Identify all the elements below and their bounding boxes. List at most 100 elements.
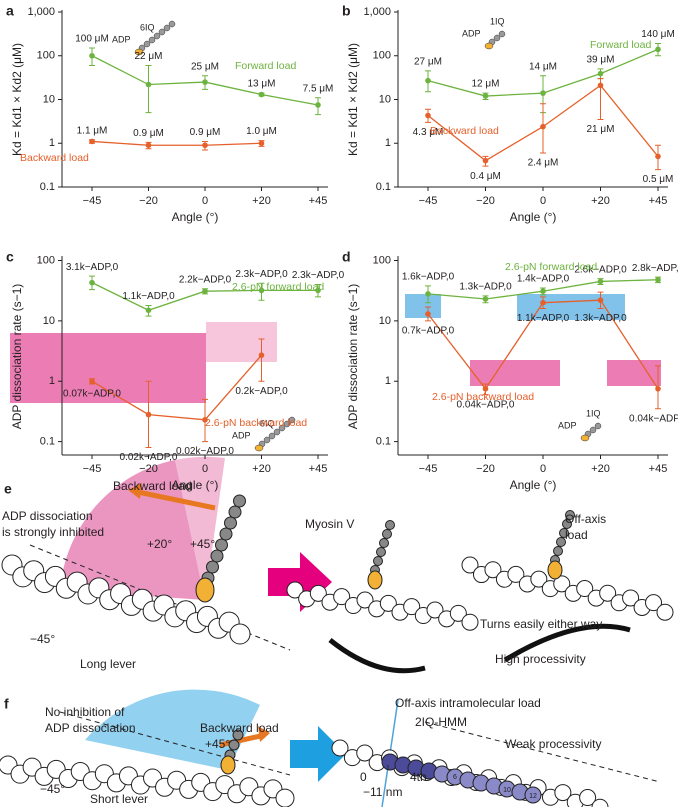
inset-label: ADP (232, 430, 251, 440)
x-tick-label: −20 (476, 463, 495, 475)
range-wedge (85, 689, 260, 770)
lever (228, 739, 240, 751)
value-label: 0.5 μM (643, 174, 674, 185)
y-tick-label: 100 (373, 50, 391, 62)
inset-lever (278, 424, 286, 432)
series-name: Backward load (430, 125, 499, 137)
inset-label: 6IQ (140, 22, 155, 32)
y-axis-title: ADP dissociation rate (s−1) (10, 284, 24, 430)
actin-subunit (333, 588, 351, 606)
point (655, 46, 661, 53)
diagram-text: Off-axis intramolecular load (395, 696, 541, 710)
y-tick-label: 10 (43, 315, 55, 327)
value-label: 13 μM (248, 79, 276, 90)
actin-subunit (309, 584, 327, 602)
lever (210, 549, 224, 563)
inset-head (134, 48, 144, 56)
x-tick-label: 0 (202, 195, 208, 207)
value-label: 2.3k−ADP,0 (235, 269, 288, 280)
point (425, 291, 431, 297)
point (258, 287, 265, 294)
value-label: 1.0 μM (246, 126, 277, 137)
range-wedge (175, 456, 225, 600)
y-tick-label: 100 (37, 254, 55, 266)
lever (228, 505, 242, 519)
lever (206, 560, 219, 574)
series-line (91, 140, 262, 146)
curved-arrow (328, 638, 426, 674)
actin-subunit (622, 589, 640, 607)
point (540, 299, 546, 306)
x-tick-label: −45 (419, 463, 438, 475)
series-name: Backward load (20, 152, 89, 164)
y-tick-label: 100 (373, 254, 391, 266)
value-label: 2.8k−ADP,0 (632, 263, 678, 274)
lever (379, 538, 389, 548)
diagram-text: 12 (529, 793, 537, 800)
diagram-text: +45° (205, 737, 230, 751)
lever (376, 547, 386, 557)
diagram-text: load (565, 528, 588, 542)
inset-lever (153, 32, 161, 40)
error-bar (258, 338, 265, 382)
lever (553, 546, 563, 556)
point (482, 93, 489, 99)
point (597, 82, 604, 89)
lever (385, 520, 395, 530)
x-axis-title: Angle (°) (510, 478, 557, 492)
value-label: 4.3 μM (413, 127, 444, 138)
diagram-text: High processivity (495, 652, 586, 666)
point (482, 296, 489, 302)
inset-label: 1IQ (490, 16, 505, 26)
inset-lever (148, 36, 156, 44)
actin-subunit (554, 784, 572, 802)
x-tick-label: +20 (252, 463, 271, 475)
inset-lever (273, 428, 281, 436)
actin-subunit (331, 739, 349, 757)
diagram-text: Myosin V (305, 517, 354, 531)
point (202, 416, 208, 423)
point (482, 385, 489, 392)
lever (559, 528, 569, 538)
y-tick-label: 100 (37, 50, 55, 62)
diagram-text: 10 (503, 787, 511, 794)
inset-lever (283, 420, 291, 428)
inset-lever (589, 426, 597, 434)
inset-head (254, 444, 264, 452)
x-tick-label: −45 (83, 463, 102, 475)
x-tick-label: +20 (591, 463, 610, 475)
y-tick-label: 0.1 (40, 181, 55, 193)
diagram-text: 6 (453, 774, 457, 781)
x-tick-label: +45 (649, 195, 668, 207)
y-axis-title: Kd = Kd1 × Kd2 (μM) (10, 43, 24, 156)
y-axis-title: ADP dissociation rate (s−1) (346, 284, 360, 430)
point (655, 385, 661, 392)
value-label: 0.07k−ADP,0 (63, 389, 121, 400)
error-bar (145, 64, 152, 114)
x-axis-title: Angle (°) (172, 478, 219, 492)
actin-subunit (461, 613, 479, 631)
actin-subunit (591, 798, 609, 807)
point (315, 287, 321, 294)
arrow-head (128, 483, 142, 499)
inset-lever (143, 40, 151, 48)
lever (219, 527, 233, 541)
y-tick-label: 1 (385, 137, 391, 149)
lever (233, 494, 246, 508)
diagram-text: +20° (147, 537, 172, 551)
lever (215, 538, 228, 552)
diagram-text: No inhibition of (45, 705, 125, 719)
actin-subunit (356, 744, 374, 762)
diagram-text: +45° (190, 537, 215, 551)
actin-subunit (507, 565, 525, 583)
inset-label: ADP (462, 28, 481, 38)
x-tick-label: +45 (309, 195, 328, 207)
actin-subunit (553, 575, 571, 593)
value-label: 2.2k−ADP,0 (179, 274, 232, 285)
value-label: 14 μM (529, 61, 557, 72)
point (597, 70, 604, 77)
value-label: 22 μM (135, 51, 163, 62)
point (258, 91, 265, 98)
value-label: 27 μM (414, 57, 442, 68)
